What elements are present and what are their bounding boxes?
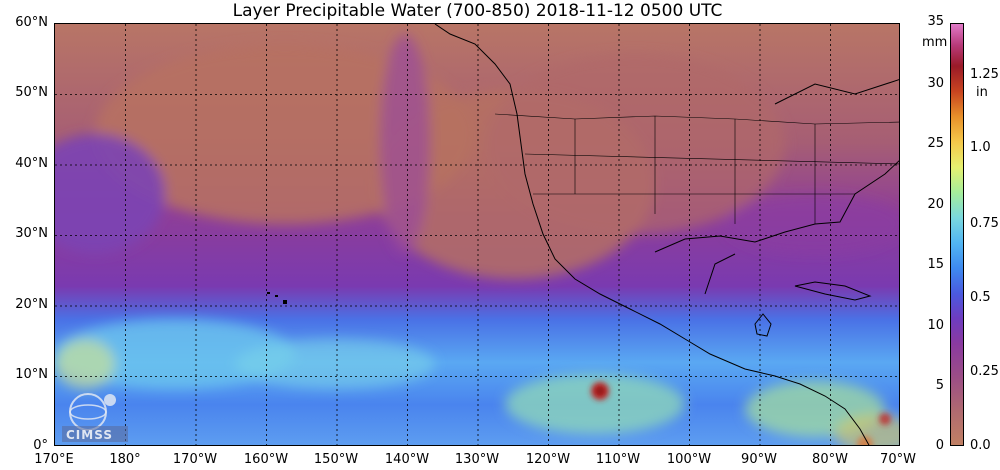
colorbar-in-tick: 0.25	[970, 364, 999, 379]
colorbar-in-tick: 1.25	[970, 67, 999, 82]
lon-label-110w: 110°W	[595, 452, 641, 467]
lon-label-80w: 80°W	[812, 452, 848, 467]
lon-label-170w: 170°W	[172, 452, 218, 467]
colorbar-mm-tick: 5	[935, 378, 944, 393]
lat-label-40n: 40°N	[15, 156, 48, 171]
lon-label-90w: 90°W	[741, 452, 777, 467]
map-canvas	[55, 24, 899, 445]
lat-label-30n: 30°N	[15, 226, 48, 241]
lat-label-equator: 0°	[33, 438, 48, 453]
lon-label-170e: 170°E	[34, 452, 74, 467]
colorbar-mm-tick: 0	[935, 438, 944, 453]
lon-label-180: 180°	[109, 452, 141, 467]
lon-label-160w: 160°W	[243, 452, 289, 467]
lon-label-150w: 150°W	[313, 452, 359, 467]
lon-label-140w: 140°W	[384, 452, 430, 467]
colorbar-mm-tick: 25	[927, 136, 944, 151]
colorbar-mm-tick: 15	[927, 257, 944, 272]
dry-air-plumes	[55, 34, 899, 279]
lon-label-130w: 130°W	[454, 452, 500, 467]
map-title: Layer Precipitable Water (700-850) 2018-…	[232, 1, 723, 21]
cimss-logo-icon	[62, 393, 128, 442]
precipitable-water-map	[54, 23, 900, 446]
colorbar-in-tick: 1.0	[970, 140, 991, 155]
heavy-moisture-spots	[591, 382, 891, 445]
colorbar-in-tick: 0.0	[970, 438, 991, 453]
lat-label-10n: 10°N	[15, 367, 48, 382]
lat-label-50n: 50°N	[15, 85, 48, 100]
coastlines	[434, 24, 899, 445]
colorbar-mm-tick: 30	[927, 76, 944, 91]
hawaii-islands	[267, 292, 287, 304]
colorbar-mm-unit: mm	[922, 35, 948, 50]
graticule	[55, 24, 899, 445]
colorbar	[950, 23, 964, 446]
lat-label-60n: 60°N	[15, 15, 48, 30]
cimss-logo-text: CIMSS	[66, 428, 113, 442]
colorbar-mm-tick: 35	[927, 14, 944, 29]
lon-label-70w: 70°W	[880, 452, 916, 467]
lon-label-100w: 100°W	[666, 452, 712, 467]
colorbar-in-tick: 0.75	[970, 216, 999, 231]
lat-label-20n: 20°N	[15, 297, 48, 312]
lon-label-120w: 120°W	[525, 452, 571, 467]
colorbar-mm-tick: 20	[927, 197, 944, 212]
colorbar-mm-tick: 10	[927, 318, 944, 333]
colorbar-in-tick: 0.5	[970, 290, 991, 305]
colorbar-in-unit: in	[976, 85, 988, 100]
